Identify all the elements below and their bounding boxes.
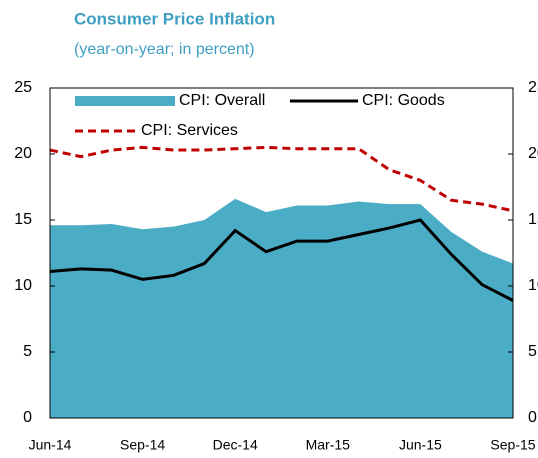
legend-label: CPI: Services: [141, 122, 238, 139]
y-tick-label: 25: [14, 79, 32, 96]
y-tick-label: 5: [23, 343, 32, 360]
y2-tick-label: 5: [528, 343, 537, 360]
plot-frame: [49, 87, 514, 419]
legend-swatch: [75, 96, 175, 106]
y2-tick-label: 20: [528, 145, 538, 162]
x-tick-label: Mar-15: [306, 437, 351, 453]
chart-title: Consumer Price Inflation: [74, 9, 275, 28]
legend-label: CPI: Overall: [179, 92, 265, 109]
x-tick-label: Jun-14: [29, 437, 72, 453]
y-tick-label: 10: [14, 277, 32, 294]
y2-tick-label: 15: [528, 211, 538, 228]
x-tick-label: Dec-14: [213, 437, 258, 453]
x-tick-label: Sep-14: [120, 437, 165, 453]
x-tick-label: Jun-15: [399, 437, 442, 453]
y2-tick-label: 10: [528, 277, 538, 294]
legend-label: CPI: Goods: [362, 92, 445, 109]
y-tick-label: 15: [14, 211, 32, 228]
line: [49, 218, 514, 302]
chart-subtitle: (year-on-year; in percent): [74, 41, 255, 58]
line: [49, 145, 514, 213]
x-tick-label: Sep-15: [490, 437, 535, 453]
y-tick-label: 20: [14, 145, 32, 162]
y2-tick-label: 0: [528, 409, 537, 426]
area: [50, 198, 513, 418]
y2-tick-label: 25: [528, 79, 538, 96]
y-tick-label: 0: [23, 409, 32, 426]
